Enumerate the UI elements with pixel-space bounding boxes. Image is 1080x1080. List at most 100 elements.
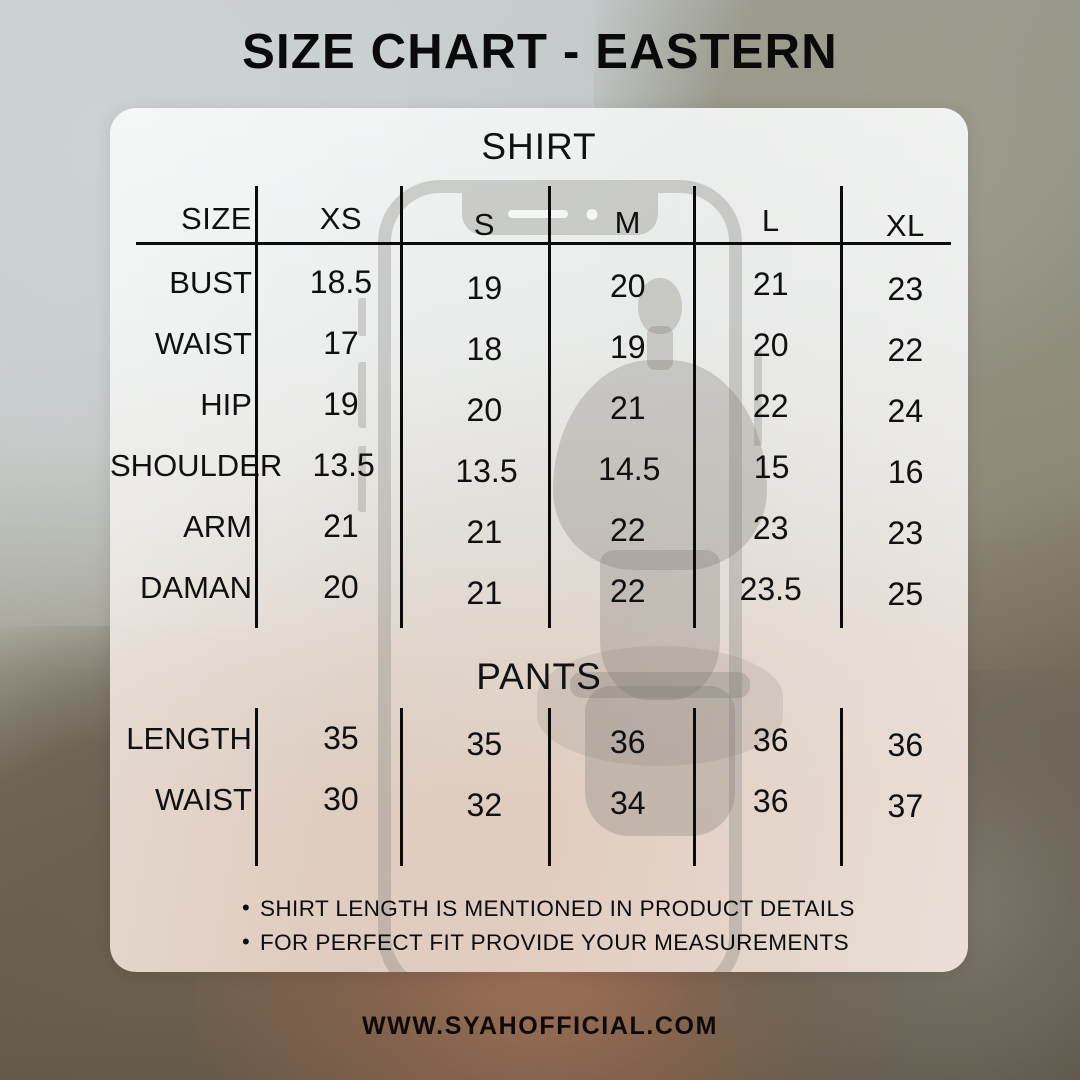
shirt-divider-1 <box>255 186 258 628</box>
shirt-divider-4 <box>693 186 696 628</box>
pants-waist-s: 32 <box>466 787 503 823</box>
card-sheen-overlay <box>110 108 968 972</box>
shoulder-xs: 13.5 <box>312 447 375 483</box>
row-label-hip: HIP <box>200 386 252 422</box>
pants-waist-xs: 30 <box>323 781 359 817</box>
smartphone-icon <box>358 180 762 972</box>
bust-xs: 18.5 <box>309 264 373 300</box>
hip-xl: 24 <box>887 393 924 429</box>
pants-divider-5 <box>840 708 843 866</box>
column-header-s: S <box>473 207 495 242</box>
size-chart-card: SHIRT SIZE XS S M L XL BUST 18.5 19 20 2… <box>110 108 968 972</box>
shoulder-s: 13.5 <box>455 453 518 489</box>
pants-divider-1 <box>255 708 258 866</box>
waist-m: 19 <box>609 329 646 365</box>
pants-divider-4 <box>693 708 696 866</box>
daman-m: 22 <box>609 573 646 609</box>
bust-xl: 23 <box>887 271 924 307</box>
row-label-bust: BUST <box>169 264 252 300</box>
hip-m: 21 <box>609 390 646 426</box>
table-row: SHOULDER 13.5 13.5 14.5 15 16 <box>110 435 968 496</box>
arm-m: 22 <box>609 512 646 548</box>
phone-mute-switch-icon <box>358 298 366 336</box>
arm-xl: 23 <box>887 515 924 551</box>
daman-xs: 20 <box>323 569 359 605</box>
daman-xl: 25 <box>887 576 924 612</box>
note-text-1: SHIRT LENGTH IS MENTIONED IN PRODUCT DET… <box>260 896 855 921</box>
table-row: HIP 19 20 21 22 24 <box>110 374 968 435</box>
hip-s: 20 <box>466 392 503 428</box>
page-title: SIZE CHART - EASTERN <box>242 25 838 79</box>
waist-s: 18 <box>466 331 503 367</box>
pants-divider-3 <box>548 708 551 866</box>
row-label-arm: ARM <box>183 508 252 544</box>
shirt-section-title: SHIRT <box>481 126 597 167</box>
column-header-xs: XS <box>319 201 363 236</box>
row-label-shoulder: SHOULDER <box>110 447 283 483</box>
pants-size-table: LENGTH 35 35 36 36 36 WAIST 30 32 34 36 … <box>110 708 968 830</box>
shirt-divider-2 <box>400 186 403 628</box>
daman-s: 21 <box>466 575 503 611</box>
bullet-icon: • <box>242 929 251 954</box>
dress-form-mannequin-icon <box>537 278 783 838</box>
length-xs: 35 <box>323 720 359 756</box>
pants-divider-2 <box>400 708 403 866</box>
waist-l: 20 <box>752 327 789 363</box>
row-label-length: LENGTH <box>126 720 252 756</box>
bust-m: 20 <box>609 268 646 304</box>
pants-section-title: PANTS <box>476 656 602 697</box>
phone-power-button-icon <box>754 350 762 446</box>
waist-xl: 22 <box>887 332 924 368</box>
list-item: • SHIRT LENGTH IS MENTIONED IN PRODUCT D… <box>110 895 968 922</box>
mannequin-waist-post <box>600 550 720 700</box>
mannequin-torso <box>553 360 767 570</box>
table-row: ARM 21 21 22 23 23 <box>110 496 968 557</box>
mannequin-head <box>638 278 682 334</box>
mannequin-neck <box>647 326 673 370</box>
bust-l: 21 <box>752 266 789 302</box>
row-label-daman: DAMAN <box>140 569 252 605</box>
shoulder-l: 15 <box>753 449 790 485</box>
daman-l: 23.5 <box>739 571 802 607</box>
table-row: LENGTH 35 35 36 36 36 <box>110 708 968 769</box>
phone-frame-outline-icon <box>378 180 742 972</box>
row-label-pants-waist: WAIST <box>154 781 252 817</box>
shirt-divider-3 <box>548 186 551 628</box>
pants-waist-xl: 37 <box>887 788 924 824</box>
column-header-size: SIZE <box>181 201 252 236</box>
note-text-2: FOR PERFECT FIT PROVIDE YOUR MEASUREMENT… <box>260 930 849 955</box>
shirt-table-header-row: SIZE XS S M L XL <box>110 186 968 252</box>
hip-xs: 19 <box>323 386 359 422</box>
bullet-icon: • <box>242 895 251 920</box>
shirt-header-underline <box>136 242 951 245</box>
arm-s: 21 <box>466 514 503 550</box>
row-label-waist: WAIST <box>154 325 252 361</box>
hip-l: 22 <box>752 388 789 424</box>
shirt-divider-5 <box>840 186 843 628</box>
mannequin-fabric-swirl <box>537 646 783 766</box>
table-row: BUST 18.5 19 20 21 23 <box>110 252 968 313</box>
phone-earpiece-speaker-icon <box>508 210 568 218</box>
waist-xs: 17 <box>323 325 359 361</box>
notes-list: • SHIRT LENGTH IS MENTIONED IN PRODUCT D… <box>110 895 968 964</box>
bust-s: 19 <box>466 270 503 306</box>
shoulder-xl: 16 <box>887 454 924 490</box>
column-header-l: L <box>761 203 780 238</box>
shoulder-m: 14.5 <box>598 451 661 487</box>
pants-waist-l: 36 <box>752 783 789 819</box>
shirt-size-table: SIZE XS S M L XL BUST 18.5 19 20 21 23 W… <box>110 186 968 618</box>
length-m: 36 <box>609 724 646 760</box>
website-url: WWW.SYAHOFFICIAL.COM <box>361 1012 719 1040</box>
length-l: 36 <box>752 722 789 758</box>
column-header-m: M <box>614 205 641 240</box>
phone-volume-up-button-icon <box>358 362 366 428</box>
table-row: WAIST 17 18 19 20 22 <box>110 313 968 374</box>
arm-l: 23 <box>752 510 789 546</box>
length-xl: 36 <box>887 727 924 763</box>
phone-volume-down-button-icon <box>358 446 366 512</box>
phone-front-camera-icon <box>586 209 598 220</box>
table-row: DAMAN 20 21 22 23.5 25 <box>110 557 968 618</box>
mannequin-stand-base <box>585 686 735 836</box>
list-item: • FOR PERFECT FIT PROVIDE YOUR MEASUREME… <box>110 929 968 956</box>
table-row: WAIST 30 32 34 36 37 <box>110 769 968 830</box>
